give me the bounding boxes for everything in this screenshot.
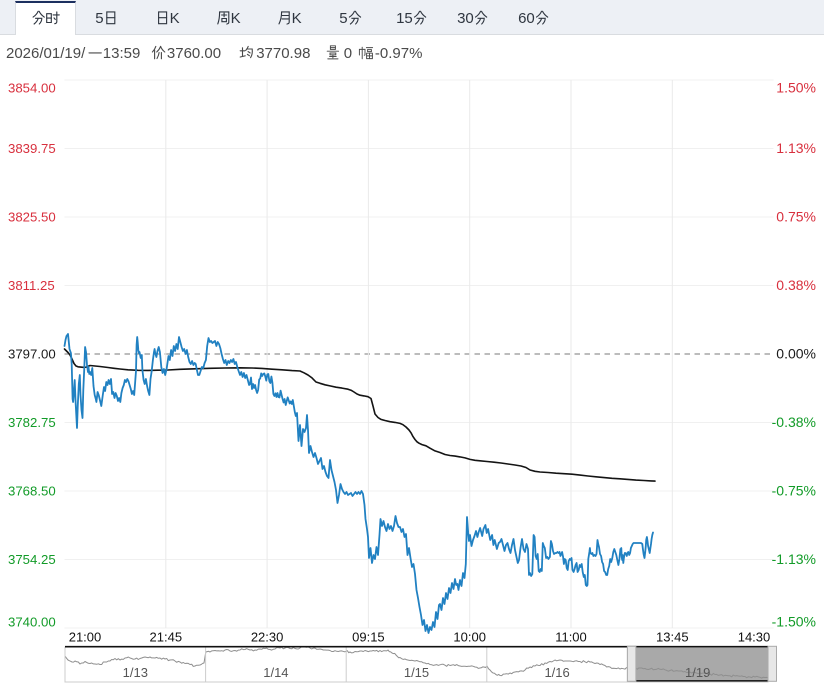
svg-text:13:59: 13:59: [103, 45, 141, 62]
svg-text:15: 15: [396, 10, 413, 27]
svg-text:14:30: 14:30: [738, 630, 771, 645]
svg-text:3782.75: 3782.75: [8, 415, 56, 430]
svg-text:1/13: 1/13: [123, 665, 148, 680]
svg-text:0.75%: 0.75%: [776, 209, 816, 225]
svg-text:3740.00: 3740.00: [8, 615, 56, 630]
svg-text:3854.00: 3854.00: [8, 81, 56, 96]
svg-text:K: K: [292, 10, 302, 27]
svg-text:0: 0: [344, 45, 352, 62]
svg-text:3797.00: 3797.00: [8, 347, 56, 362]
svg-text:1/14: 1/14: [263, 665, 288, 680]
svg-text:5: 5: [339, 10, 347, 27]
svg-text:3770.98: 3770.98: [256, 45, 310, 62]
svg-text:-0.97%: -0.97%: [375, 45, 423, 62]
svg-text:5: 5: [95, 10, 103, 27]
svg-text:3839.75: 3839.75: [8, 141, 56, 156]
svg-text:0.38%: 0.38%: [776, 277, 816, 293]
svg-text:1.13%: 1.13%: [776, 140, 816, 156]
svg-text:10:00: 10:00: [453, 630, 486, 645]
svg-text:K: K: [231, 10, 241, 27]
svg-text:3825.50: 3825.50: [8, 210, 56, 225]
svg-text:-1.13%: -1.13%: [772, 551, 816, 567]
svg-text:3768.50: 3768.50: [8, 484, 56, 499]
svg-text:1/16: 1/16: [544, 665, 569, 680]
svg-text:-0.38%: -0.38%: [772, 414, 816, 430]
svg-text:-1.50%: -1.50%: [772, 614, 816, 630]
svg-text:3760.00: 3760.00: [167, 45, 221, 62]
svg-text:30: 30: [457, 10, 474, 27]
svg-text:60: 60: [518, 10, 535, 27]
svg-text:0.00%: 0.00%: [776, 346, 816, 362]
svg-text:21:45: 21:45: [150, 630, 183, 645]
svg-text:13:45: 13:45: [656, 630, 689, 645]
svg-text:1/15: 1/15: [404, 665, 429, 680]
svg-text:21:00: 21:00: [69, 630, 102, 645]
svg-text:2026/01/19/: 2026/01/19/: [6, 45, 86, 62]
svg-text:1.50%: 1.50%: [776, 80, 816, 96]
svg-text:3811.25: 3811.25: [8, 278, 55, 293]
svg-text:K: K: [170, 10, 180, 27]
svg-text:-0.75%: -0.75%: [772, 483, 816, 499]
svg-text:1/19: 1/19: [685, 665, 710, 680]
svg-text:3754.25: 3754.25: [8, 552, 56, 567]
svg-text:22:30: 22:30: [251, 630, 284, 645]
svg-text:11:00: 11:00: [555, 630, 587, 645]
svg-text:09:15: 09:15: [352, 630, 385, 645]
